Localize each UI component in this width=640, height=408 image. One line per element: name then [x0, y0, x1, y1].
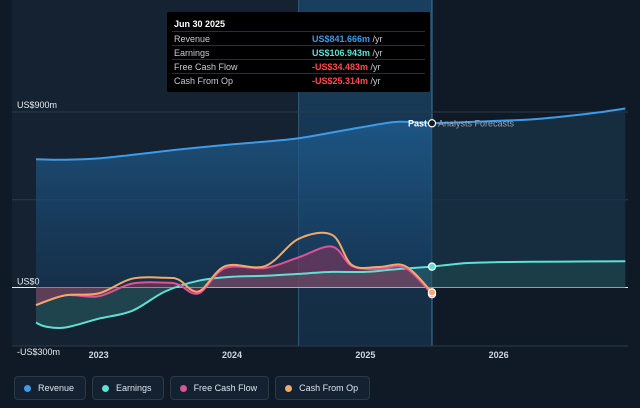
tooltip-date: Jun 30 2025: [174, 19, 226, 29]
forecast-label: Analysts Forecasts: [438, 118, 515, 128]
legend-label: Cash From Op: [299, 383, 359, 393]
tooltip: Jun 30 2025 Revenue US$841.666m /yr Earnin…: [167, 12, 430, 92]
series-lines: [35, 107, 626, 330]
legend-item-cash-from-op[interactable]: Cash From Op: [275, 376, 371, 400]
legend-label: Free Cash Flow: [193, 383, 258, 393]
revenue-forecast-area: [432, 108, 626, 288]
legend-label: Revenue: [38, 383, 75, 393]
tooltip-row-value: -US$25.314m /yr: [312, 76, 381, 86]
earnings-marker: [427, 262, 437, 271]
revenue-forecast-line: [431, 107, 626, 125]
earnings-area: [36, 266, 432, 329]
free-cash-flow-line: [35, 245, 433, 307]
x-tick-label: 2026: [489, 350, 509, 360]
y-tick-label: US$900m: [17, 100, 57, 110]
x-tick-label: 2024: [222, 350, 242, 360]
tooltip-row: Cash From Op -US$25.314m /yr: [172, 73, 425, 87]
tooltip-row-value: -US$34.483m /yr: [312, 62, 381, 72]
past-label: Past: [408, 118, 427, 128]
earnings-line: [35, 265, 433, 330]
tooltip-row: Free Cash Flow -US$34.483m /yr: [172, 59, 425, 73]
y-tick-label: US$0: [17, 277, 40, 287]
legend-label: Earnings: [116, 383, 152, 393]
x-tick-label: 2025: [355, 350, 375, 360]
tooltip-row-unit: /yr: [372, 34, 383, 44]
legend-dot-icon: [179, 384, 187, 392]
tooltip-row: Earnings US$106.943m /yr: [172, 45, 425, 59]
tooltip-row-label: Revenue: [174, 34, 211, 44]
earnings-forecast-line: [431, 260, 626, 268]
legend: Revenue Earnings Free Cash Flow Cash From O…: [14, 376, 371, 400]
tooltip-row-label: Earnings: [174, 48, 210, 58]
earnings-forecast-area: [432, 261, 626, 288]
tooltip-row-label: Cash From Op: [174, 76, 234, 86]
cash-from-op-line: [35, 231, 433, 307]
tooltip-row-label: Free Cash Flow: [174, 62, 238, 72]
tooltip-row-unit: /yr: [370, 62, 381, 72]
tooltip-row-value: US$841.666m /yr: [312, 34, 383, 44]
revenue-marker: [427, 119, 437, 128]
legend-dot-icon: [102, 384, 110, 392]
legend-dot-icon: [24, 384, 31, 392]
cash-from-op-marker: [427, 288, 437, 297]
legend-item-earnings[interactable]: Earnings: [92, 376, 164, 400]
tooltip-row: Revenue US$841.666m /yr: [172, 31, 425, 45]
legend-item-free-cash-flow[interactable]: Free Cash Flow: [169, 376, 270, 400]
tooltip-row-unit: /yr: [372, 48, 383, 58]
legend-dot-icon: [285, 384, 293, 392]
tooltip-row-value: US$106.943m /yr: [312, 48, 383, 58]
axis-labels: Past Analysts Forecasts US$900m US$0 -US$300…: [17, 100, 515, 360]
tooltip-row-unit: /yr: [370, 76, 381, 86]
y-tick-label: -US$300m: [17, 347, 60, 357]
legend-item-revenue[interactable]: Revenue: [14, 376, 87, 400]
revenue-line: [35, 120, 433, 161]
markers: [427, 119, 437, 299]
x-tick-label: 2023: [89, 350, 109, 360]
